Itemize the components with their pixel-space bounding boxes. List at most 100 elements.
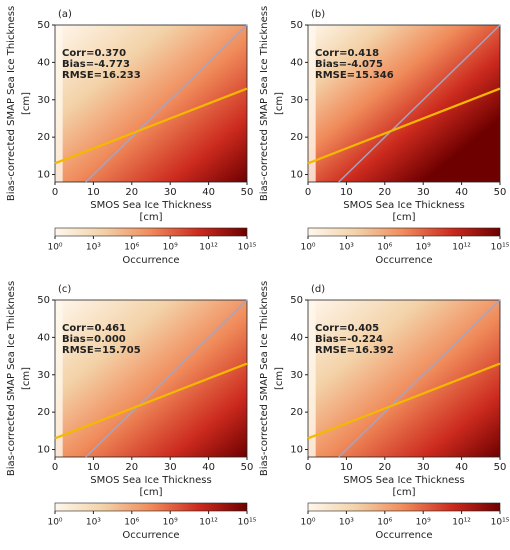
y-tick-label: 30 xyxy=(290,95,303,106)
colorbar-tick-label: 10¹² xyxy=(452,518,471,528)
y-tick-label: 40 xyxy=(290,332,303,343)
stat-text: RMSE=15.346 xyxy=(315,70,394,81)
colorbar-label: Occurrence xyxy=(375,255,432,266)
colorbar-tick-label: 10⁰ xyxy=(300,518,315,528)
plot-frame xyxy=(54,24,248,183)
colorbar-tick-label: 10¹⁵ xyxy=(238,243,257,253)
panel-label: (b) xyxy=(311,9,325,20)
y-tick-label: 40 xyxy=(37,57,50,68)
y-tick-label: 50 xyxy=(290,20,303,31)
y-tick-label: 10 xyxy=(290,170,303,181)
x-axis-label: [cm] xyxy=(392,212,415,223)
x-tick-label: 10 xyxy=(340,462,353,473)
density xyxy=(308,300,500,457)
density xyxy=(308,25,500,182)
plot-frame xyxy=(54,299,248,458)
y-axis-label: Bias-corrected SMAP Sea Ice Thickness xyxy=(259,6,270,201)
stat-text: RMSE=16.233 xyxy=(62,70,141,81)
colorbar-tick-label: 10¹² xyxy=(199,243,218,253)
x-tick-label: 0 xyxy=(305,187,311,198)
density-edge xyxy=(308,25,316,182)
x-axis-label: SMOS Sea Ice Thickness xyxy=(343,475,464,486)
colorbar-tick-label: 10³ xyxy=(86,243,101,253)
colorbar-tick-label: 10³ xyxy=(339,243,354,253)
x-axis-label: [cm] xyxy=(139,212,162,223)
colorbar-tick-label: 10⁹ xyxy=(163,243,178,253)
colorbar-label: Occurrence xyxy=(122,255,179,266)
y-tick-label: 20 xyxy=(37,407,50,418)
stat-text: Bias=-4.773 xyxy=(62,59,130,70)
x-tick-label: 50 xyxy=(241,187,254,198)
colorbar-tick-label: 10³ xyxy=(86,518,101,528)
x-tick-label: 20 xyxy=(125,187,138,198)
colorbar xyxy=(307,502,501,512)
x-axis-label: SMOS Sea Ice Thickness xyxy=(90,200,211,211)
colorbar-tick-label: 10⁶ xyxy=(124,243,139,253)
x-tick-label: 40 xyxy=(202,462,215,473)
identity-line xyxy=(338,299,501,458)
y-tick-label: 30 xyxy=(37,95,50,106)
x-axis-label: SMOS Sea Ice Thickness xyxy=(343,200,464,211)
y-axis-label: [cm] xyxy=(274,92,285,115)
x-tick-label: 0 xyxy=(52,187,58,198)
stat-text: Bias=-4.075 xyxy=(315,59,383,70)
y-tick-label: 30 xyxy=(290,370,303,381)
y-tick-label: 50 xyxy=(290,295,303,306)
colorbar-tick-label: 10¹² xyxy=(452,243,471,253)
stat-text: Corr=0.461 xyxy=(62,323,126,334)
x-axis-label: SMOS Sea Ice Thickness xyxy=(90,475,211,486)
y-tick-label: 20 xyxy=(290,132,303,143)
y-tick-label: 10 xyxy=(37,445,50,456)
y-tick-label: 20 xyxy=(290,407,303,418)
x-tick-label: 10 xyxy=(87,187,100,198)
plot-frame xyxy=(307,299,501,458)
colorbar xyxy=(307,227,501,237)
colorbar-label: Occurrence xyxy=(122,530,179,541)
stat-text: RMSE=15.705 xyxy=(62,345,141,356)
y-tick-label: 40 xyxy=(290,57,303,68)
colorbar-tick-label: 10⁹ xyxy=(416,243,431,253)
fit-line xyxy=(54,87,248,165)
x-tick-label: 50 xyxy=(241,462,254,473)
y-axis-label: [cm] xyxy=(21,367,32,390)
stat-text: Bias=-0.224 xyxy=(315,334,383,345)
y-axis-label: [cm] xyxy=(274,367,285,390)
density xyxy=(55,300,247,457)
panel-label: (c) xyxy=(58,284,71,295)
panel-label: (d) xyxy=(311,284,325,295)
stat-text: RMSE=16.392 xyxy=(315,345,394,356)
density xyxy=(55,25,247,182)
colorbar-label: Occurrence xyxy=(375,530,432,541)
stat-text: Bias=0.000 xyxy=(62,334,126,345)
x-tick-label: 50 xyxy=(494,187,507,198)
colorbar-tick-label: 10⁶ xyxy=(377,243,392,253)
x-tick-label: 20 xyxy=(378,462,391,473)
colorbar-tick-label: 10¹² xyxy=(199,518,218,528)
identity-line xyxy=(85,299,248,458)
x-tick-label: 20 xyxy=(125,462,138,473)
colorbar-tick-label: 10⁹ xyxy=(163,518,178,528)
x-tick-label: 30 xyxy=(417,187,430,198)
colorbar xyxy=(54,227,248,237)
y-tick-label: 10 xyxy=(290,445,303,456)
density-edge xyxy=(308,300,316,457)
y-tick-label: 20 xyxy=(37,132,50,143)
fit-line xyxy=(307,87,501,165)
y-tick-label: 40 xyxy=(37,332,50,343)
x-tick-label: 0 xyxy=(52,462,58,473)
colorbar-tick-label: 10⁰ xyxy=(300,243,315,253)
fit-line xyxy=(54,362,248,440)
density-edge xyxy=(55,300,63,457)
x-tick-label: 20 xyxy=(378,187,391,198)
colorbar xyxy=(54,502,248,512)
x-tick-label: 30 xyxy=(417,462,430,473)
x-tick-label: 0 xyxy=(305,462,311,473)
colorbar-tick-label: 10¹⁵ xyxy=(491,243,510,253)
colorbar-tick-label: 10⁶ xyxy=(124,518,139,528)
x-axis-label: [cm] xyxy=(139,487,162,498)
y-tick-label: 30 xyxy=(37,370,50,381)
y-axis-label: [cm] xyxy=(21,92,32,115)
panel-label: (a) xyxy=(58,9,72,20)
stat-text: Corr=0.370 xyxy=(62,48,126,59)
